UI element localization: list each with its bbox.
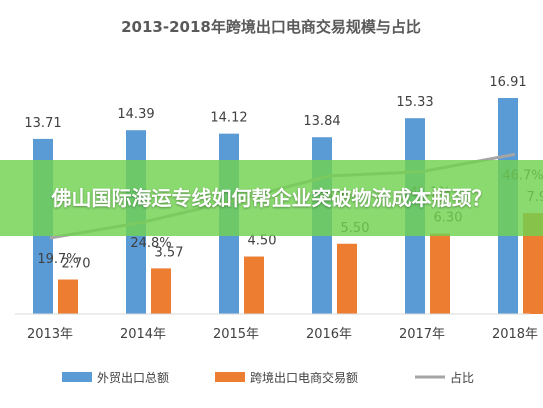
banner-text: 佛山国际海运专线如何帮企业突破物流成本瓶颈？ [51, 186, 492, 210]
data-label-ecommerce-2: 4.50 [248, 234, 277, 249]
data-label-ecommerce-0: 2.70 [62, 257, 91, 272]
data-label-export-total-1: 14.39 [117, 107, 154, 122]
data-label-share-0: 19.7% [37, 252, 78, 267]
bar-ecommerce-0 [58, 279, 78, 314]
legend-label-ecommerce: 跨境出口电商交易额 [250, 370, 358, 385]
data-label-ecommerce-1: 3.57 [155, 245, 184, 260]
bar-ecommerce-3 [337, 243, 357, 314]
bar-ecommerce-2 [244, 256, 264, 314]
data-label-export-total-5: 16.91 [489, 75, 526, 90]
legend-label-share: 占比 [450, 370, 474, 385]
x-tick-label-0: 2013年 [27, 327, 73, 342]
data-label-share-1: 24.8% [130, 236, 171, 251]
x-tick-label-1: 2014年 [120, 327, 166, 342]
bar-ecommerce-1 [151, 268, 171, 314]
overlay-banner[interactable]: 佛山国际海运专线如何帮企业突破物流成本瓶颈？ [0, 160, 543, 236]
legend-label-export-total: 外贸出口总额 [97, 371, 169, 385]
x-tick-label-4: 2017年 [399, 327, 445, 342]
legend-swatch-export-total [62, 372, 92, 382]
data-label-export-total-0: 13.71 [24, 116, 61, 131]
x-tick-label-3: 2016年 [306, 327, 352, 342]
data-label-export-total-4: 15.33 [396, 95, 433, 110]
x-tick-label-2: 2015年 [213, 327, 259, 342]
bar-ecommerce-4 [430, 233, 450, 314]
x-tick-label-5: 2018年 [492, 327, 538, 342]
legend-swatch-ecommerce [215, 372, 245, 382]
data-label-export-total-2: 14.12 [210, 111, 247, 126]
data-label-export-total-3: 13.84 [303, 114, 340, 129]
bar-ecommerce-5 [523, 213, 543, 314]
chart-title: 2013-2018年跨境出口电商交易规模与占比 [121, 18, 421, 36]
